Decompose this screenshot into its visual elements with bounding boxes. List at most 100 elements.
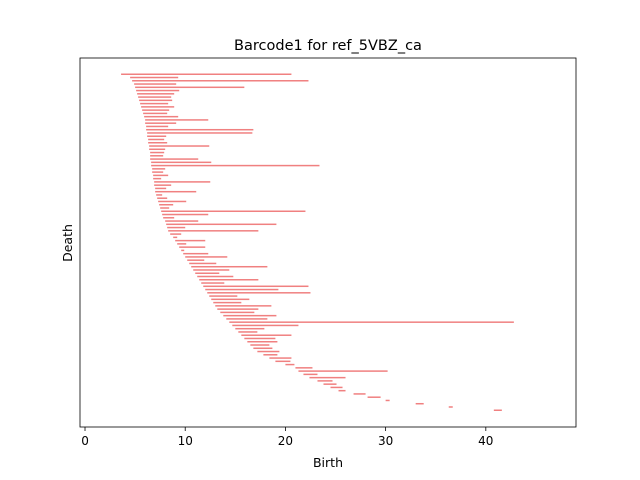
chart-title: Barcode1 for ref_5VBZ_ca — [234, 38, 422, 54]
barcode-bar — [162, 213, 209, 216]
barcode-bar — [155, 190, 197, 193]
barcode-bar — [226, 318, 268, 320]
barcode-bar — [229, 321, 514, 323]
barcode-bar — [130, 76, 179, 79]
barcode-bar — [353, 393, 366, 395]
barcode-bar — [295, 367, 313, 369]
barcode-bar — [275, 360, 291, 363]
y-axis-label: Death — [60, 224, 75, 262]
barcode-bar — [177, 243, 187, 245]
barcode-bar — [199, 279, 259, 281]
barcode-bar — [317, 380, 333, 382]
barcode-bar — [150, 155, 164, 157]
barcode-bar — [145, 119, 209, 121]
barcode-bar — [160, 207, 170, 209]
barcode-bar — [121, 73, 292, 75]
barcode-bar — [183, 252, 209, 255]
barcode-bar — [168, 230, 259, 232]
barcode-bar — [181, 249, 185, 252]
barcode-bar — [309, 376, 346, 379]
barcode-bar — [166, 223, 277, 226]
barcode-bar — [235, 327, 265, 330]
barcode-bar — [148, 142, 168, 144]
barcode-bar — [144, 115, 179, 118]
barcode-bar — [149, 148, 166, 151]
barcode-bar — [175, 239, 206, 242]
barcode-bar — [220, 311, 255, 314]
barcode-bar — [203, 285, 309, 288]
barcode-bar — [189, 262, 217, 265]
x-tick-label: 10 — [178, 434, 193, 448]
barcode-bar — [247, 341, 278, 343]
barcode-bar — [142, 109, 170, 111]
barcode-bar — [193, 269, 230, 271]
barcode-bar — [385, 399, 390, 402]
barcode-bar — [138, 96, 172, 98]
barcode-bar — [215, 305, 272, 307]
barcode-bar — [217, 308, 259, 310]
barcode-bar — [209, 295, 238, 297]
barcode-bar — [173, 236, 178, 239]
x-axis-label: Birth — [313, 455, 343, 470]
barcode-bar — [146, 128, 254, 131]
barcode-bar — [367, 396, 381, 398]
barcode-bar — [134, 83, 177, 85]
barcode-bar — [137, 93, 175, 95]
barcode-bar — [211, 298, 250, 301]
x-tick-label: 0 — [81, 434, 89, 448]
barcode-bar — [253, 347, 273, 350]
barcode-bar — [153, 177, 162, 180]
barcode-bar — [244, 337, 276, 340]
barcode-bar — [135, 86, 245, 89]
barcode-bar — [136, 89, 180, 92]
barcode-bar — [165, 220, 199, 222]
barcode-bar — [330, 386, 343, 389]
barcode-bar — [415, 402, 424, 405]
barcode-bar — [257, 350, 280, 353]
barcode-bar — [141, 106, 175, 108]
barcode-bar — [149, 145, 210, 147]
barcode-bar — [156, 194, 163, 196]
barcode-bar — [232, 324, 299, 327]
barcode-bar — [448, 406, 453, 408]
barcode-bar — [157, 197, 168, 199]
barcode-bar — [269, 357, 292, 359]
barcode-bar — [187, 259, 205, 261]
barcode-bar — [154, 181, 211, 183]
barcode-bar — [158, 200, 187, 203]
barcode-bar — [132, 80, 309, 82]
barcode-bar — [223, 314, 277, 317]
barcode-bar — [323, 383, 337, 385]
barcode-bar — [139, 99, 173, 102]
barcode-bar — [163, 217, 175, 219]
barcode-bar — [154, 184, 172, 186]
barcode-bar — [238, 331, 258, 333]
barcode-bar — [147, 132, 253, 134]
barcode-bar — [285, 363, 295, 366]
barcode-bar — [148, 138, 165, 141]
barcode-bar — [153, 174, 169, 177]
x-tick-label: 40 — [478, 434, 493, 448]
barcode-bar — [161, 210, 306, 213]
barcode-bar — [191, 265, 268, 268]
barcode-bar — [201, 282, 225, 284]
barcode-bar — [207, 292, 311, 294]
barcode-bar — [185, 256, 228, 258]
barcode-bar — [167, 226, 186, 229]
barcode-bar — [146, 125, 169, 128]
barcode-bar — [159, 203, 174, 206]
barcode-bar — [179, 246, 206, 248]
barcode-bar — [152, 171, 164, 173]
barcode-bar — [143, 112, 168, 115]
barcode-bar — [493, 409, 502, 411]
x-tick-label: 20 — [278, 434, 293, 448]
barcode-bar — [195, 272, 220, 274]
bars-group — [121, 73, 514, 411]
barcode-bar — [151, 161, 212, 164]
barcode-bar — [152, 168, 166, 170]
barcode-bar — [145, 122, 177, 124]
x-axis-ticks: 0 10 20 30 40 — [81, 427, 493, 448]
barcode-bar — [140, 102, 169, 105]
